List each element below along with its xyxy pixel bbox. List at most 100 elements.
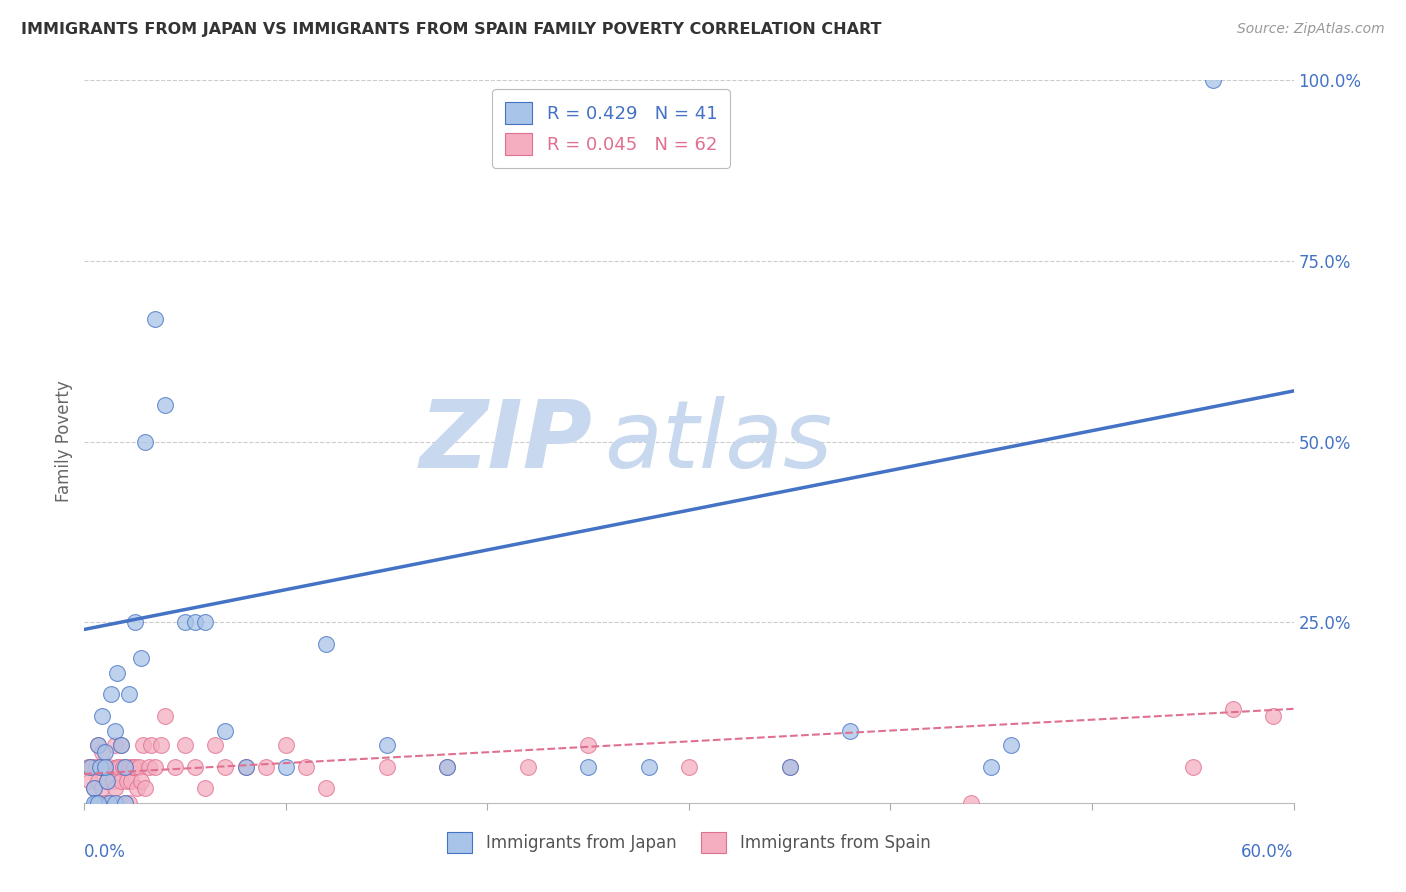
Point — [93, 760, 115, 774]
Point — [124, 615, 146, 630]
Point — [96, 774, 118, 789]
Point — [436, 760, 458, 774]
Point — [83, 781, 105, 796]
Point — [115, 774, 138, 789]
Point — [153, 709, 176, 723]
Point — [82, 760, 104, 774]
Point — [97, 760, 120, 774]
Point — [110, 738, 132, 752]
Point — [100, 687, 122, 701]
Point — [174, 738, 197, 752]
Point — [274, 738, 297, 752]
Point — [93, 745, 115, 759]
Point — [105, 760, 128, 774]
Point — [91, 781, 114, 796]
Point — [87, 796, 110, 810]
Point — [105, 665, 128, 680]
Point — [86, 760, 108, 774]
Point — [138, 760, 160, 774]
Point — [100, 796, 122, 810]
Point — [194, 781, 217, 796]
Point — [516, 760, 538, 774]
Point — [204, 738, 226, 752]
Point — [134, 434, 156, 449]
Point — [118, 760, 141, 774]
Text: 60.0%: 60.0% — [1241, 843, 1294, 861]
Point — [235, 760, 257, 774]
Text: IMMIGRANTS FROM JAPAN VS IMMIGRANTS FROM SPAIN FAMILY POVERTY CORRELATION CHART: IMMIGRANTS FROM JAPAN VS IMMIGRANTS FROM… — [21, 22, 882, 37]
Point — [104, 796, 127, 810]
Point — [839, 723, 862, 738]
Point — [89, 796, 111, 810]
Text: ZIP: ZIP — [419, 395, 592, 488]
Point — [174, 615, 197, 630]
Point — [254, 760, 277, 774]
Point — [637, 760, 659, 774]
Point — [375, 760, 398, 774]
Point — [89, 760, 111, 774]
Point — [436, 760, 458, 774]
Point — [111, 760, 134, 774]
Point — [87, 738, 110, 752]
Point — [1000, 738, 1022, 752]
Point — [779, 760, 801, 774]
Point — [1202, 73, 1225, 87]
Point — [101, 774, 124, 789]
Point — [143, 760, 166, 774]
Point — [114, 796, 136, 810]
Point — [315, 637, 337, 651]
Text: atlas: atlas — [605, 396, 832, 487]
Point — [91, 709, 114, 723]
Point — [107, 760, 129, 774]
Point — [104, 723, 127, 738]
Point — [184, 615, 207, 630]
Point — [576, 738, 599, 752]
Point — [678, 760, 700, 774]
Point — [129, 774, 152, 789]
Point — [124, 760, 146, 774]
Point — [134, 781, 156, 796]
Point — [77, 760, 100, 774]
Point — [375, 738, 398, 752]
Point — [79, 774, 101, 789]
Point — [125, 781, 148, 796]
Point — [214, 760, 236, 774]
Point — [235, 760, 257, 774]
Point — [143, 311, 166, 326]
Point — [165, 760, 187, 774]
Point — [132, 738, 155, 752]
Point — [87, 774, 110, 789]
Point — [91, 745, 114, 759]
Point — [118, 796, 141, 810]
Point — [87, 738, 110, 752]
Point — [1181, 760, 1204, 774]
Point — [114, 760, 136, 774]
Point — [129, 651, 152, 665]
Point — [104, 781, 127, 796]
Point — [576, 760, 599, 774]
Point — [110, 738, 132, 752]
Point — [214, 723, 236, 738]
Text: Source: ZipAtlas.com: Source: ZipAtlas.com — [1237, 22, 1385, 37]
Point — [149, 738, 172, 752]
Point — [86, 796, 108, 810]
Point — [93, 796, 115, 810]
Point — [153, 398, 176, 412]
Point — [274, 760, 297, 774]
Point — [118, 687, 141, 701]
Point — [96, 774, 118, 789]
Text: 0.0%: 0.0% — [84, 843, 127, 861]
Point — [104, 738, 127, 752]
Point — [184, 760, 207, 774]
Point — [960, 796, 983, 810]
Point — [1263, 709, 1285, 723]
Point — [79, 760, 101, 774]
Point — [128, 760, 150, 774]
Y-axis label: Family Poverty: Family Poverty — [55, 381, 73, 502]
Legend: R = 0.429   N = 41, R = 0.045   N = 62: R = 0.429 N = 41, R = 0.045 N = 62 — [492, 89, 730, 168]
Point — [139, 738, 162, 752]
Point — [110, 774, 132, 789]
Point — [120, 774, 142, 789]
Point — [295, 760, 318, 774]
Point — [93, 760, 115, 774]
